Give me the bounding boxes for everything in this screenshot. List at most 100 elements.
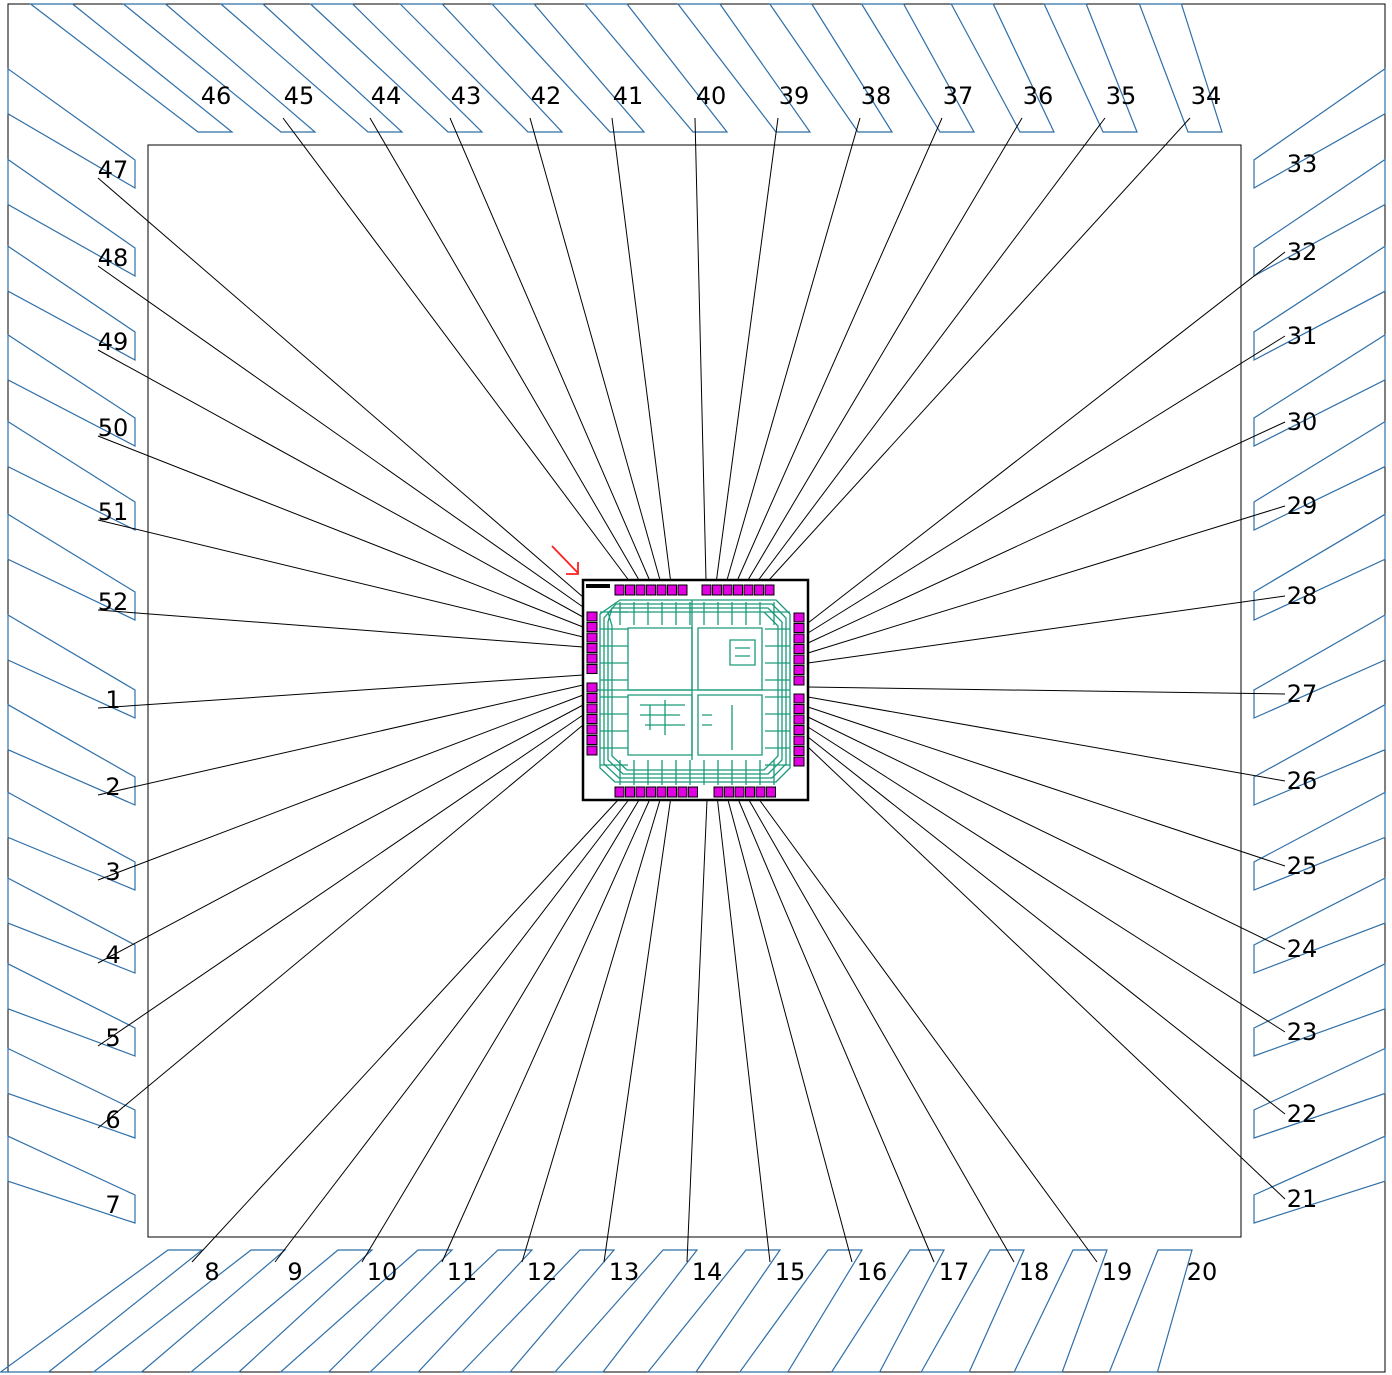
lead-top-36 — [950, 3, 1055, 133]
die-pad-46 — [793, 665, 805, 675]
lead-left-3 — [7, 791, 136, 891]
bond-wire-12 — [521, 799, 661, 1263]
bond-wire-42 — [529, 117, 661, 581]
pin-label-26: 26 — [1287, 767, 1318, 795]
die-pad-47 — [793, 675, 805, 686]
bond-wire-32 — [807, 251, 1286, 624]
pin-label-7: 7 — [105, 1191, 120, 1219]
die — [581, 578, 810, 802]
die-logic-c — [640, 700, 685, 735]
bond-wire-48 — [97, 265, 584, 608]
bond-wire-1 — [97, 674, 584, 709]
pin-label-38: 38 — [861, 82, 892, 110]
lead-top-46 — [28, 3, 234, 133]
lead-bottom-12 — [368, 1249, 534, 1373]
pin-label-49: 49 — [98, 328, 129, 356]
die-pad-44 — [793, 644, 805, 654]
bond-wire-3 — [97, 694, 584, 881]
die-pad-1 — [625, 584, 635, 596]
lead-bottom-19 — [1013, 1249, 1108, 1373]
pin-label-13: 13 — [609, 1258, 640, 1286]
die-pad-27 — [766, 786, 776, 798]
bond-wire-10 — [361, 799, 640, 1263]
die-pads — [586, 584, 805, 798]
pin-label-31: 31 — [1287, 322, 1318, 350]
pin-label-47: 47 — [98, 156, 129, 184]
bond-wire-13 — [603, 799, 671, 1263]
lead-top-40 — [583, 3, 729, 133]
die-pad-20 — [677, 786, 688, 798]
pin-label-19: 19 — [1102, 1258, 1133, 1286]
bond-wire-36 — [747, 117, 1023, 581]
die-pad-3 — [646, 584, 656, 596]
pin-label-36: 36 — [1023, 82, 1054, 110]
die-pad-12 — [754, 584, 764, 596]
die-pad-17 — [646, 786, 656, 798]
pin-label-41: 41 — [613, 82, 644, 110]
die-ring-1 — [603, 603, 787, 779]
lead-left-47 — [7, 67, 136, 190]
lead-left-50 — [7, 333, 136, 447]
die-pad-30 — [586, 632, 598, 643]
die-pad-37 — [586, 714, 598, 724]
pin-label-35: 35 — [1106, 82, 1137, 110]
die-pad-19 — [667, 786, 677, 798]
die-ring-0 — [599, 599, 791, 783]
bond-wire-15 — [717, 799, 771, 1263]
lead-right-33 — [1253, 67, 1386, 190]
bond-wire-4 — [97, 704, 584, 964]
bond-wire-23 — [807, 726, 1286, 1033]
lead-top-35 — [1043, 3, 1138, 133]
pin-label-33: 33 — [1287, 150, 1318, 178]
pin-label-8: 8 — [204, 1258, 219, 1286]
pin-label-3: 3 — [105, 858, 120, 886]
pin-label-40: 40 — [696, 82, 727, 110]
lead-left-6 — [7, 1047, 136, 1139]
bond-wire-45 — [282, 117, 629, 581]
pin-label-20: 20 — [1187, 1258, 1218, 1286]
die-pad-28 — [586, 611, 598, 622]
die-ring-2 — [607, 607, 783, 775]
die-logo-mark — [586, 584, 610, 588]
bond-wire-5 — [97, 714, 584, 1047]
pin-label-43: 43 — [451, 82, 482, 110]
die-pad-18 — [656, 786, 667, 798]
lead-top-37 — [860, 3, 976, 133]
bond-wire-35 — [758, 117, 1106, 581]
pin-label-27: 27 — [1287, 680, 1318, 708]
pin-label-52: 52 — [98, 588, 129, 616]
bond-wire-43 — [449, 117, 650, 581]
die-pad-53 — [793, 746, 805, 756]
lead-left-4 — [7, 877, 136, 974]
die-pad-11 — [743, 584, 754, 596]
lead-top-44 — [219, 3, 404, 133]
lead-right-31 — [1253, 245, 1386, 361]
die-pad-6 — [677, 584, 688, 596]
pin-label-24: 24 — [1287, 935, 1318, 963]
lead-right-22 — [1253, 1047, 1386, 1139]
lead-right-27 — [1253, 613, 1386, 719]
lead-left-5 — [7, 962, 136, 1057]
die-pad-51 — [793, 725, 805, 735]
bond-wire-22 — [807, 736, 1286, 1115]
die-block-d — [697, 694, 763, 756]
pin-label-25: 25 — [1287, 852, 1318, 880]
bond-wire-50 — [97, 435, 584, 628]
lead-top-43 — [309, 3, 484, 133]
die-pad-49 — [793, 704, 805, 714]
die-pad-9 — [722, 584, 733, 596]
pin-label-51: 51 — [98, 498, 129, 526]
pin-label-46: 46 — [201, 82, 232, 110]
lead-left-7 — [7, 1135, 136, 1224]
lead-bottom-20 — [1108, 1249, 1193, 1373]
bond-wire-8 — [191, 799, 619, 1263]
bond-wire-6 — [97, 724, 584, 1129]
bond-wires — [97, 117, 1286, 1263]
pin-label-12: 12 — [527, 1258, 558, 1286]
die-pad-43 — [793, 633, 805, 644]
pin-label-21: 21 — [1287, 1185, 1318, 1213]
die-pad-4 — [656, 584, 667, 596]
pin-label-4: 4 — [105, 941, 120, 969]
lead-top-34 — [1138, 3, 1223, 133]
